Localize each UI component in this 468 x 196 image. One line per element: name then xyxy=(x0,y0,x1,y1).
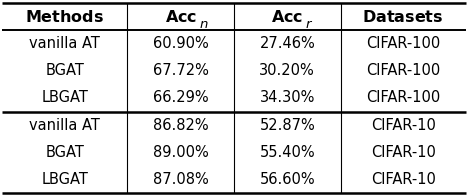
Text: CIFAR-10: CIFAR-10 xyxy=(371,172,436,187)
Text: CIFAR-10: CIFAR-10 xyxy=(371,145,436,160)
Text: 30.20%: 30.20% xyxy=(259,63,315,78)
Text: $\bf{Methods}$: $\bf{Methods}$ xyxy=(25,8,104,24)
Text: $r$: $r$ xyxy=(305,18,313,31)
Text: $\bf{Acc}$: $\bf{Acc}$ xyxy=(271,8,303,24)
Text: 55.40%: 55.40% xyxy=(259,145,315,160)
Text: 27.46%: 27.46% xyxy=(259,36,315,51)
Text: BGAT: BGAT xyxy=(45,63,84,78)
Text: vanilla AT: vanilla AT xyxy=(29,118,100,133)
Text: CIFAR-10: CIFAR-10 xyxy=(371,118,436,133)
Text: LBGAT: LBGAT xyxy=(42,172,88,187)
Text: CIFAR-100: CIFAR-100 xyxy=(366,63,440,78)
Text: 52.87%: 52.87% xyxy=(259,118,315,133)
Text: $\bf{Acc}$: $\bf{Acc}$ xyxy=(165,8,197,24)
Text: $\bf{Datasets}$: $\bf{Datasets}$ xyxy=(362,8,444,24)
Text: BGAT: BGAT xyxy=(45,145,84,160)
Text: vanilla AT: vanilla AT xyxy=(29,36,100,51)
Text: 67.72%: 67.72% xyxy=(153,63,209,78)
Text: CIFAR-100: CIFAR-100 xyxy=(366,91,440,105)
Text: 86.82%: 86.82% xyxy=(153,118,209,133)
Text: 87.08%: 87.08% xyxy=(153,172,209,187)
Text: 34.30%: 34.30% xyxy=(260,91,315,105)
Text: CIFAR-100: CIFAR-100 xyxy=(366,36,440,51)
Text: 89.00%: 89.00% xyxy=(153,145,209,160)
Text: LBGAT: LBGAT xyxy=(42,91,88,105)
Text: $n$: $n$ xyxy=(198,18,208,31)
Text: 66.29%: 66.29% xyxy=(153,91,209,105)
Text: 56.60%: 56.60% xyxy=(259,172,315,187)
Text: 60.90%: 60.90% xyxy=(153,36,209,51)
